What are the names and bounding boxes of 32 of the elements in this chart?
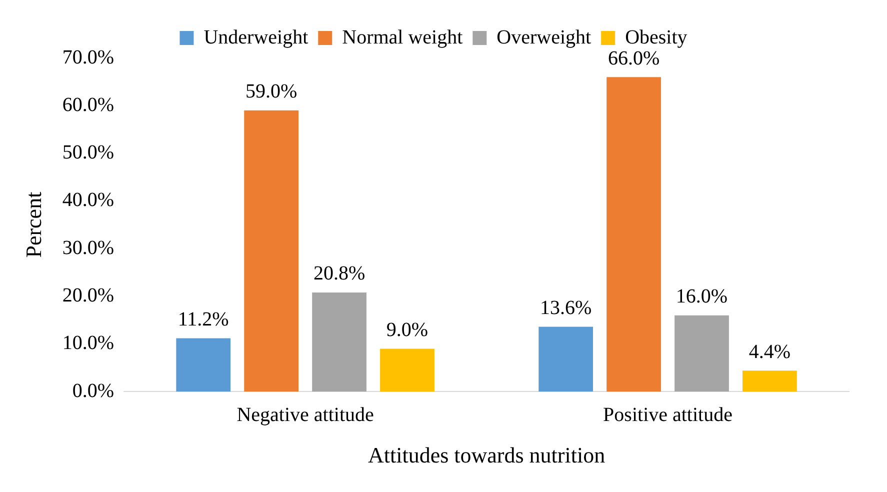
data-label: 66.0% — [608, 47, 660, 70]
y-tick-label: 0.0% — [72, 380, 114, 402]
bar — [742, 370, 797, 392]
y-tick-label: 50.0% — [62, 142, 114, 164]
data-label: 16.0% — [676, 286, 728, 308]
legend-label: Overweight — [496, 26, 592, 48]
bar — [674, 315, 729, 392]
data-label: 4.4% — [748, 340, 791, 363]
y-axis-title: Percent — [20, 192, 46, 258]
data-label: 13.6% — [540, 297, 592, 320]
legend-label: Normal weight — [342, 26, 464, 48]
y-tick-label: 70.0% — [62, 46, 114, 68]
bar — [380, 348, 434, 392]
data-label: 9.0% — [386, 318, 428, 341]
y-tick-label: 30.0% — [62, 236, 114, 259]
legend-label: Underweight — [204, 26, 309, 48]
x-axis-title: Attitudes towards nutrition — [368, 442, 606, 468]
bar — [538, 326, 594, 392]
x-tick-label: Positive attitude — [603, 404, 733, 426]
bar — [312, 292, 366, 392]
bar — [606, 77, 661, 392]
y-tick-label: 60.0% — [62, 94, 114, 116]
y-tick-label: 10.0% — [62, 332, 114, 354]
data-label: 20.8% — [313, 262, 366, 285]
y-tick-label: 40.0% — [62, 189, 114, 212]
data-label: 59.0% — [245, 80, 298, 103]
bar — [244, 110, 298, 392]
bar — [176, 338, 231, 392]
data-label: 11.2% — [178, 308, 229, 330]
y-tick-label: 20.0% — [62, 284, 114, 307]
x-tick-label: Negative attitude — [236, 404, 374, 426]
legend-label: Obesity — [625, 26, 688, 48]
